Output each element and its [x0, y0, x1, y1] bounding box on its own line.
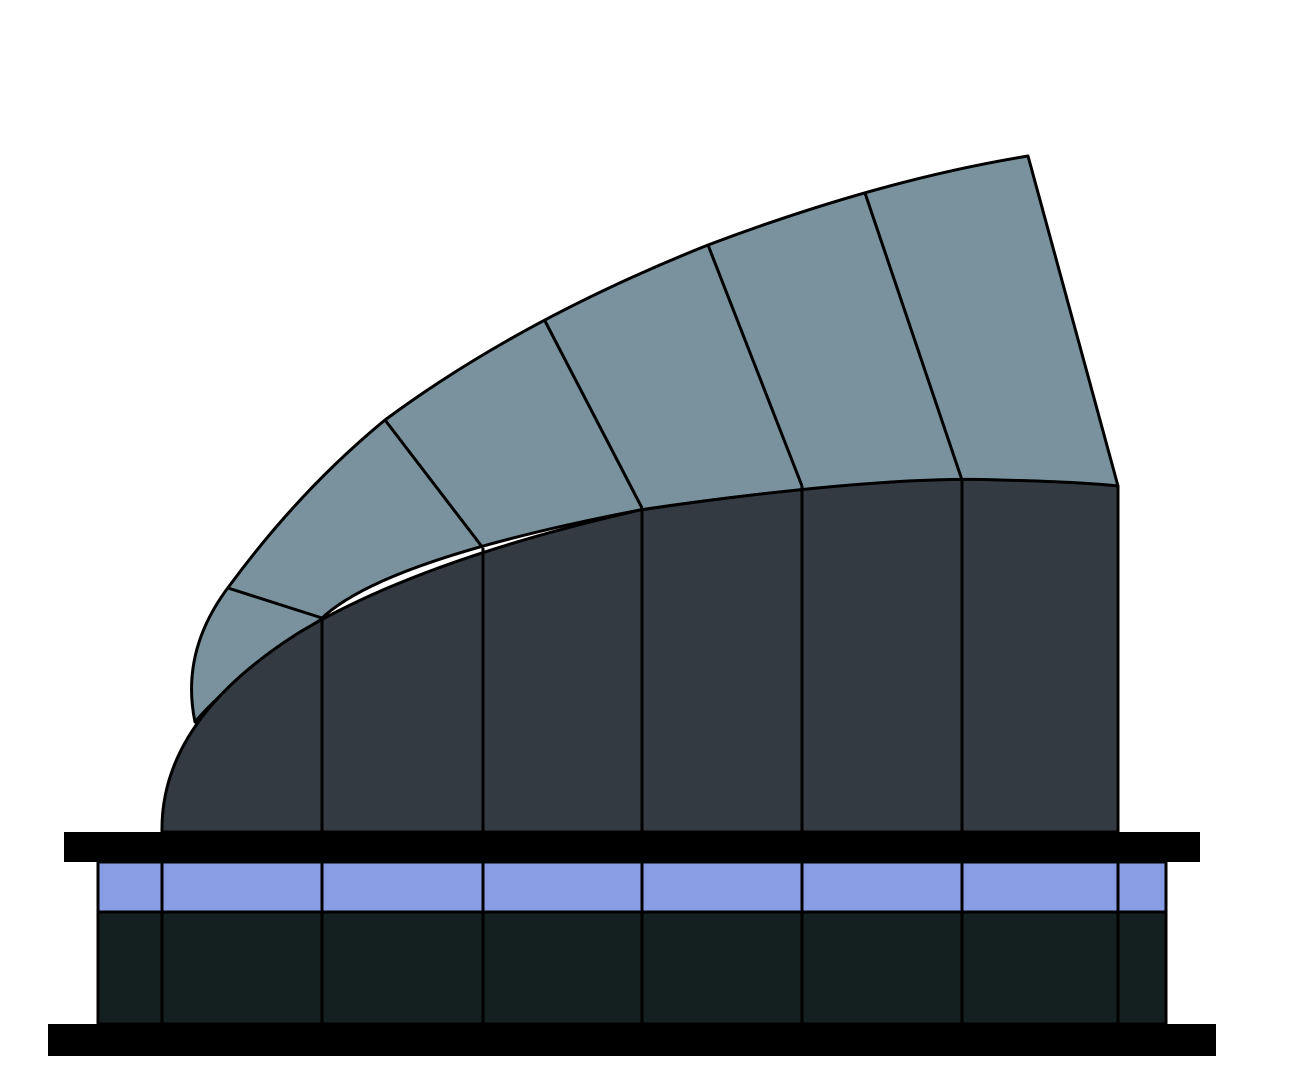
window-band — [96, 860, 1168, 914]
base-segment-lines — [160, 862, 1120, 1024]
roof-segment-lines — [227, 192, 964, 620]
facade-segment-lines — [320, 480, 964, 832]
roof-divider-5 — [863, 192, 964, 481]
ground-slab — [48, 1024, 1216, 1056]
roof-divider-1 — [227, 586, 323, 620]
roof-divider-4 — [706, 244, 804, 487]
roof-divider-2 — [383, 419, 485, 549]
roof-divider-3 — [543, 320, 644, 509]
main-facade — [160, 477, 1120, 834]
upper-floor-slab — [64, 832, 1200, 862]
